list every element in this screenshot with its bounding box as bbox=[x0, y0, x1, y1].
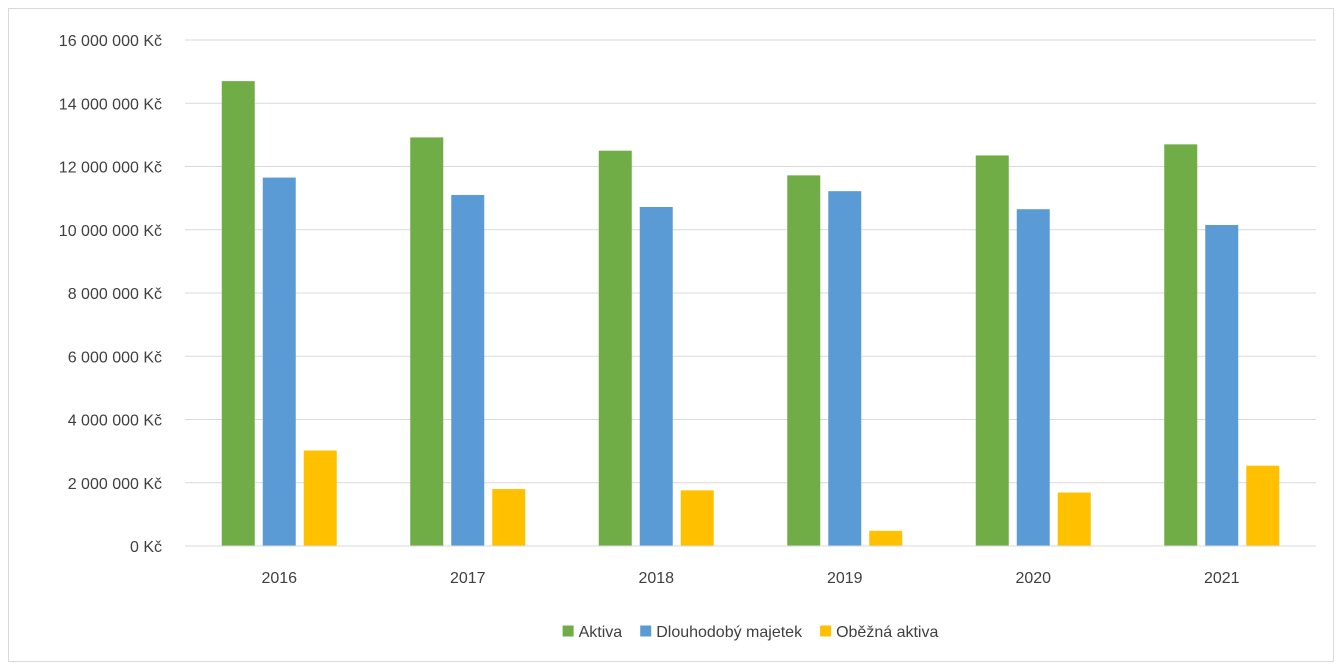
y-tick-label: 10 000 000 Kč bbox=[59, 223, 162, 240]
bar-aktiva-2017 bbox=[410, 137, 444, 546]
legend-swatch bbox=[562, 625, 574, 637]
legend-label: Dlouhodobý majetek bbox=[656, 624, 803, 641]
y-tick-label: 0 Kč bbox=[130, 539, 162, 556]
bar-aktiva-2018 bbox=[598, 150, 632, 546]
legend-label: Oběžná aktiva bbox=[836, 624, 938, 641]
bar-aktiva-2020 bbox=[975, 155, 1009, 546]
bar-dlouhodob-majetek-2019 bbox=[828, 191, 862, 547]
legend-swatch bbox=[820, 625, 832, 637]
y-tick-label: 4 000 000 Kč bbox=[68, 413, 162, 430]
x-tick-label: 2020 bbox=[1015, 570, 1051, 587]
bar-dlouhodob-majetek-2016 bbox=[262, 177, 296, 546]
x-tick-label: 2018 bbox=[638, 570, 674, 587]
y-tick-label: 2 000 000 Kč bbox=[68, 476, 162, 493]
y-tick-label: 16 000 000 Kč bbox=[59, 33, 162, 50]
bar-ob-n-aktiva-2019 bbox=[869, 530, 903, 546]
x-tick-label: 2016 bbox=[261, 570, 297, 587]
y-tick-label: 12 000 000 Kč bbox=[59, 160, 162, 177]
y-tick-label: 6 000 000 Kč bbox=[68, 349, 162, 366]
bar-ob-n-aktiva-2021 bbox=[1246, 465, 1280, 546]
x-tick-label: 2017 bbox=[450, 570, 486, 587]
y-axis-tick-labels: 0 Kč 2 000 000 Kč 4 000 000 Kč 6 000 000 Kč… bbox=[59, 33, 162, 556]
bar-aktiva-2021 bbox=[1164, 144, 1198, 547]
bar-aktiva-2016 bbox=[221, 81, 255, 547]
legend-swatch bbox=[640, 625, 652, 637]
gridlines bbox=[185, 39, 1316, 484]
x-axis-tick-labels: 2016 2017 2018 2019 2020 2021 bbox=[261, 570, 1239, 587]
bar-dlouhodob-majetek-2017 bbox=[451, 194, 485, 546]
bars bbox=[221, 81, 1280, 547]
y-tick-label: 8 000 000 Kč bbox=[68, 286, 162, 303]
bar-ob-n-aktiva-2016 bbox=[303, 450, 337, 546]
bar-ob-n-aktiva-2020 bbox=[1057, 492, 1091, 546]
legend: Aktiva Dlouhodobý majetek Oběžná aktiva bbox=[562, 624, 938, 641]
bar-ob-n-aktiva-2018 bbox=[680, 490, 714, 546]
bar-aktiva-2019 bbox=[787, 175, 821, 547]
bar-dlouhodob-majetek-2020 bbox=[1016, 209, 1050, 546]
bar-dlouhodob-majetek-2018 bbox=[639, 206, 673, 547]
y-tick-label: 14 000 000 Kč bbox=[59, 96, 162, 113]
x-tick-label: 2019 bbox=[827, 570, 863, 587]
legend-label: Aktiva bbox=[579, 624, 623, 641]
bar-ob-n-aktiva-2017 bbox=[492, 489, 526, 546]
bar-dlouhodob-majetek-2021 bbox=[1205, 225, 1239, 546]
x-tick-label: 2021 bbox=[1204, 570, 1240, 587]
